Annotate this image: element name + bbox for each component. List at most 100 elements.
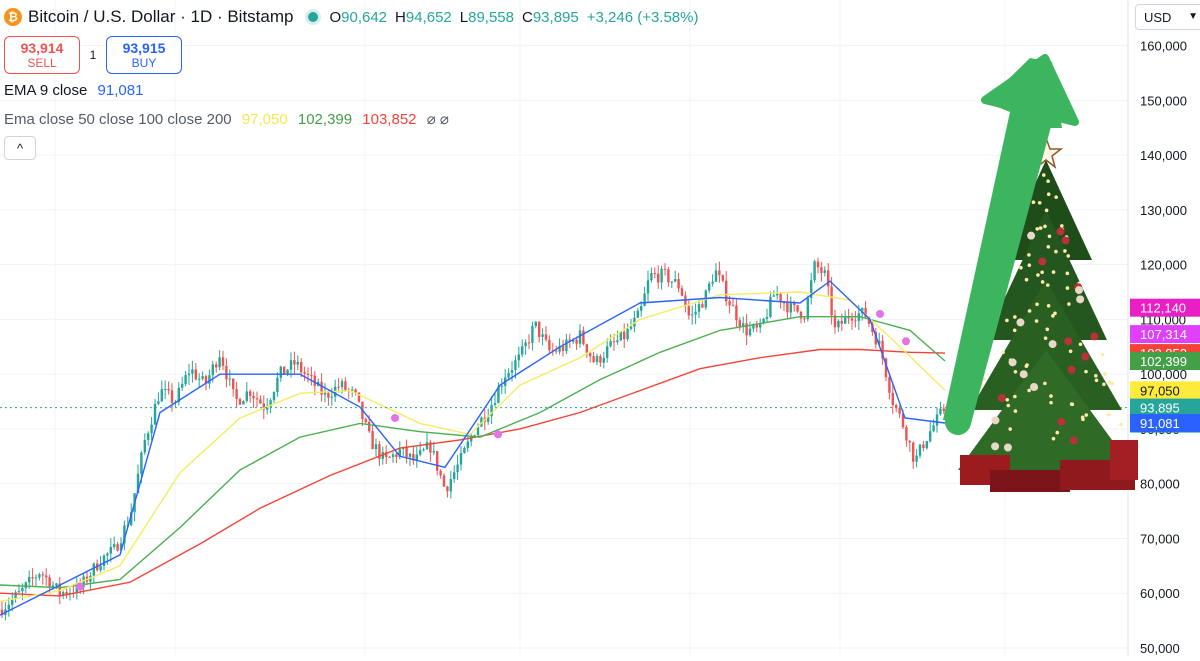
tree-ornament bbox=[1019, 370, 1028, 379]
tree-ornament bbox=[1090, 332, 1099, 341]
ohlc-low-key: L bbox=[459, 8, 469, 26]
price-change: +3,246 (+3.58%) bbox=[586, 8, 699, 26]
tree-ornament bbox=[997, 394, 1006, 403]
ema50-line bbox=[0, 291, 946, 603]
candle-body bbox=[823, 270, 826, 273]
candle-body bbox=[833, 315, 837, 328]
candle-body bbox=[677, 279, 680, 289]
tree-light bbox=[1068, 349, 1073, 354]
candle-body bbox=[531, 326, 534, 343]
candle-body bbox=[827, 270, 830, 287]
ema200-value: 103,852 bbox=[362, 111, 417, 128]
tree-light bbox=[1006, 403, 1011, 408]
candle-body bbox=[629, 326, 633, 329]
currency-select[interactable]: USD ▼ bbox=[1135, 4, 1200, 30]
candle-body bbox=[429, 442, 432, 453]
candle-body bbox=[150, 424, 153, 434]
candle-body bbox=[449, 479, 452, 492]
candle-body bbox=[602, 357, 605, 363]
candle-body bbox=[344, 381, 347, 390]
candle-body bbox=[864, 307, 867, 318]
candle-body bbox=[595, 356, 599, 363]
candle-body bbox=[0, 609, 4, 616]
tree-light bbox=[1046, 303, 1051, 308]
ema200-line bbox=[0, 348, 946, 597]
tree-light bbox=[1119, 422, 1123, 427]
ohlc-close-value: 93,895 bbox=[532, 8, 579, 26]
candle-body bbox=[541, 334, 544, 337]
collapse-legend-button[interactable]: ^ bbox=[4, 136, 36, 160]
candle-body bbox=[738, 320, 741, 327]
candle-body bbox=[266, 407, 269, 410]
candle-body bbox=[466, 441, 469, 448]
tree-ornament bbox=[1030, 383, 1039, 392]
tree-light bbox=[1027, 253, 1031, 257]
candle-body bbox=[891, 392, 894, 406]
symbol-title[interactable]: Bitcoin / U.S. Dollar · 1D · Bitstamp bbox=[28, 7, 294, 26]
candle-body bbox=[850, 318, 854, 321]
tree-light bbox=[1054, 249, 1058, 254]
price-axis-label: 112,140 bbox=[1140, 301, 1186, 316]
candle-body bbox=[293, 360, 296, 365]
candle-body bbox=[102, 555, 106, 566]
candle-body bbox=[89, 575, 92, 582]
price-axis-label-bg bbox=[1130, 325, 1200, 344]
candle-body bbox=[745, 323, 748, 336]
candle-body bbox=[616, 340, 619, 343]
tree-light bbox=[1008, 427, 1012, 431]
candle-body bbox=[211, 364, 214, 376]
candle-body bbox=[374, 444, 378, 450]
market-status-icon[interactable] bbox=[305, 9, 322, 25]
candle-body bbox=[320, 381, 323, 395]
tree-light bbox=[1047, 234, 1052, 239]
tree-light bbox=[1038, 226, 1043, 230]
candle-body bbox=[721, 275, 724, 281]
ohlc-high-value: 94,652 bbox=[405, 8, 452, 26]
candle-body bbox=[198, 378, 201, 380]
tree-light bbox=[1046, 244, 1051, 249]
indicator-ema-multi[interactable]: Ema close 50 close 100 close 200 97,050 … bbox=[4, 110, 706, 130]
candle-body bbox=[296, 361, 299, 365]
candle-body bbox=[340, 381, 344, 387]
candle-body bbox=[731, 305, 735, 307]
tree-light bbox=[1024, 277, 1029, 282]
sell-button[interactable]: 93,914 SELL bbox=[4, 36, 80, 74]
candle-body bbox=[929, 431, 932, 442]
candle-body bbox=[612, 341, 616, 343]
buy-button[interactable]: 93,915 BUY bbox=[106, 36, 182, 74]
symbol-title-row: ₿ Bitcoin / U.S. Dollar · 1D · Bitstamp … bbox=[4, 6, 706, 28]
candle-body bbox=[21, 587, 24, 592]
candle-body bbox=[619, 331, 622, 341]
candle-body bbox=[680, 288, 684, 296]
candle-body bbox=[41, 574, 44, 576]
candle-body bbox=[674, 279, 677, 282]
candle-body bbox=[555, 350, 558, 352]
candle-body bbox=[272, 391, 276, 401]
ema-cross-marker bbox=[902, 337, 910, 346]
gift-box bbox=[1110, 440, 1138, 480]
ohlc-high-key: H bbox=[395, 8, 406, 26]
candle-body bbox=[459, 453, 463, 465]
candle-body bbox=[269, 400, 272, 408]
candle-body bbox=[306, 373, 310, 376]
candle-body bbox=[779, 293, 782, 303]
indicator-ema9[interactable]: EMA 9 close 91,081 bbox=[4, 82, 706, 102]
candle-body bbox=[283, 366, 286, 374]
candle-body bbox=[378, 444, 381, 459]
candle-body bbox=[113, 544, 116, 547]
christmas-tree-icon bbox=[958, 135, 1138, 492]
candle-body bbox=[388, 456, 391, 458]
candle-body bbox=[544, 334, 548, 340]
candle-body bbox=[500, 385, 503, 387]
candle-body bbox=[697, 304, 701, 312]
tree-light bbox=[1013, 394, 1017, 399]
candle-body bbox=[473, 435, 476, 437]
candle-body bbox=[895, 405, 898, 409]
tree-ornament bbox=[1064, 337, 1073, 346]
ohlc-open-value: 90,642 bbox=[341, 8, 388, 26]
tree-light bbox=[1049, 400, 1053, 405]
candle-body bbox=[915, 455, 918, 462]
tree-ornament bbox=[1061, 236, 1070, 245]
